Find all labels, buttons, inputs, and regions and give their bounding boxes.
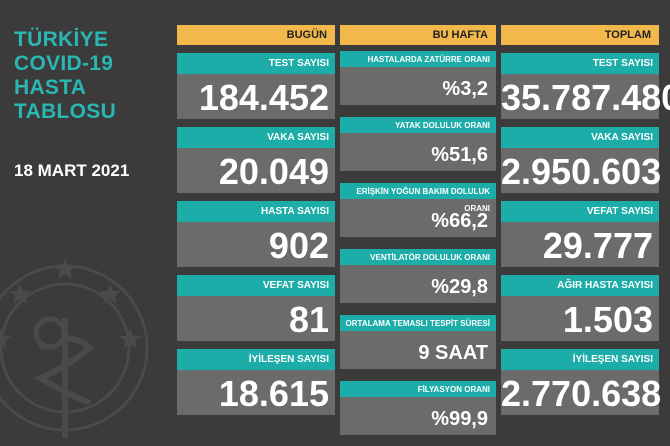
card-value: %51,6 bbox=[340, 133, 496, 171]
card-label: VAKA SAYISI bbox=[501, 127, 659, 148]
week-pneumonia-card: HASTALARDA ZATÜRRE ORANI %3,2 bbox=[340, 51, 496, 111]
card-label: YATAK DOLULUK ORANI bbox=[340, 117, 496, 133]
card-value: 35.787.480 bbox=[501, 74, 670, 119]
week-contact-time-card: ORTALAMA TEMASLI TESPİT SÜRESİ 9 SAAT bbox=[340, 315, 496, 375]
title-line: HASTA bbox=[14, 76, 87, 99]
card-value: 902 bbox=[177, 222, 335, 267]
card-label: VENTİLATÖR DOLULUK ORANI bbox=[340, 249, 496, 265]
card-value: 2.950.603 bbox=[501, 148, 661, 193]
card-value: %99,9 bbox=[340, 397, 496, 435]
card-value: 1.503 bbox=[501, 296, 659, 341]
title-line: COVID-19 bbox=[14, 52, 114, 75]
title-line: TABLOSU bbox=[14, 100, 117, 123]
week-filiation-card: FİLYASYON ORANI %99,9 bbox=[340, 381, 496, 441]
title-line: TÜRKİYE bbox=[14, 28, 109, 51]
card-value: 9 SAAT bbox=[340, 331, 496, 369]
card-label: HASTALARDA ZATÜRRE ORANI bbox=[340, 51, 496, 67]
today-test-card: TEST SAYISI 184.452 bbox=[177, 53, 335, 119]
card-label: TEST SAYISI bbox=[501, 53, 659, 74]
report-date: 18 MART 2021 bbox=[14, 161, 130, 180]
card-label: AĞIR HASTA SAYISI bbox=[501, 275, 659, 296]
card-value: 18.615 bbox=[177, 370, 335, 415]
card-value: 20.049 bbox=[177, 148, 335, 193]
total-case-card: VAKA SAYISI 2.950.603 bbox=[501, 127, 661, 193]
page-title: TÜRKİYE COVID-19 HASTA TABLOSU bbox=[14, 28, 144, 124]
card-label: VEFAT SAYISI bbox=[177, 275, 335, 296]
total-test-card: TEST SAYISI 35.787.480 bbox=[501, 53, 670, 119]
card-value: %29,8 bbox=[340, 265, 496, 303]
total-critical-card: AĞIR HASTA SAYISI 1.503 bbox=[501, 275, 659, 341]
total-recovered-card: İYİLEŞEN SAYISI 2.770.638 bbox=[501, 349, 661, 415]
card-label: İYİLEŞEN SAYISI bbox=[501, 349, 659, 370]
card-label: ERİŞKİN YOĞUN BAKIM DOLULUK ORANI bbox=[340, 183, 496, 213]
card-value: 29.777 bbox=[501, 222, 659, 267]
week-bed-card: YATAK DOLULUK ORANI %51,6 bbox=[340, 117, 496, 177]
card-label: FİLYASYON ORANI bbox=[340, 381, 496, 397]
card-label: ORTALAMA TEMASLI TESPİT SÜRESİ bbox=[340, 315, 496, 331]
today-header: BUGÜN bbox=[177, 25, 335, 45]
week-header: BU HAFTA bbox=[340, 25, 496, 45]
today-column: BUGÜN TEST SAYISI 184.452 VAKA SAYISI 20… bbox=[177, 25, 335, 415]
card-label: VEFAT SAYISI bbox=[501, 201, 659, 222]
today-case-card: VAKA SAYISI 20.049 bbox=[177, 127, 335, 193]
total-column: TOPLAM TEST SAYISI 35.787.480 VAKA SAYIS… bbox=[501, 25, 670, 415]
card-value: 81 bbox=[177, 296, 335, 341]
week-column: BU HAFTA HASTALARDA ZATÜRRE ORANI %3,2 Y… bbox=[340, 25, 496, 441]
week-icu-card: ERİŞKİN YOĞUN BAKIM DOLULUK ORANI %66,2 bbox=[340, 183, 496, 243]
card-label: TEST SAYISI bbox=[177, 53, 335, 74]
today-patient-card: HASTA SAYISI 902 bbox=[177, 201, 335, 267]
week-ventilator-card: VENTİLATÖR DOLULUK ORANI %29,8 bbox=[340, 249, 496, 309]
card-value: 184.452 bbox=[177, 74, 335, 119]
card-value: %66,2 bbox=[340, 199, 496, 237]
total-death-card: VEFAT SAYISI 29.777 bbox=[501, 201, 659, 267]
health-ministry-emblem-icon bbox=[0, 258, 149, 438]
card-label: HASTA SAYISI bbox=[177, 201, 335, 222]
today-death-card: VEFAT SAYISI 81 bbox=[177, 275, 335, 341]
card-label: İYİLEŞEN SAYISI bbox=[177, 349, 335, 370]
card-value: %3,2 bbox=[340, 67, 496, 105]
total-header: TOPLAM bbox=[501, 25, 659, 45]
card-label: VAKA SAYISI bbox=[177, 127, 335, 148]
today-recovered-card: İYİLEŞEN SAYISI 18.615 bbox=[177, 349, 335, 415]
card-value: 2.770.638 bbox=[501, 370, 661, 415]
